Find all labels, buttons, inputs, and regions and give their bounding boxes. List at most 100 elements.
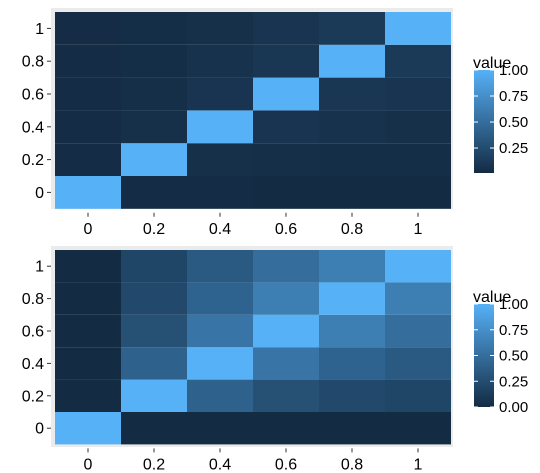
heatmap-cell xyxy=(253,412,319,445)
x-tick-label: 0.2 xyxy=(143,221,165,238)
heatmap-cell xyxy=(253,110,319,144)
heatmap-cell xyxy=(253,347,319,380)
heatmap-cell xyxy=(55,44,121,78)
heatmap-cell xyxy=(121,412,187,445)
y-tick-label: 0.4 xyxy=(22,356,44,373)
legend-title: value xyxy=(473,55,511,72)
heatmap-top: 0 0.2 0.4 0.6 0.8 1 0 0.2 0.4 0.6 0.8 1 value 0.25… xyxy=(22,8,528,238)
heatmap-cell xyxy=(253,250,319,283)
heatmap-cell xyxy=(385,110,451,144)
y-tick-label: 0.2 xyxy=(22,388,44,405)
heatmap-cell xyxy=(253,44,319,78)
x-tick-label: 1 xyxy=(414,221,423,238)
heatmap-cell xyxy=(319,412,385,445)
heatmap-cell xyxy=(55,314,121,348)
heatmap-cell xyxy=(187,110,253,144)
heatmap-bottom: 0 0.2 0.4 0.6 0.8 1 0 0.2 0.4 0.6 0.8 1 value 0.00… xyxy=(22,246,528,473)
heatmap-cell xyxy=(319,347,385,380)
legend-label: 0.25 xyxy=(499,140,528,157)
y-tick-label: 0 xyxy=(35,185,44,202)
heatmap-cell xyxy=(121,379,187,412)
heatmap-cell xyxy=(319,110,385,144)
heatmap-cell xyxy=(55,176,121,209)
heatmap-cell xyxy=(385,412,451,445)
heatmap-cell xyxy=(121,176,187,209)
heatmap-cell xyxy=(55,110,121,144)
legend-label: 0.50 xyxy=(499,348,528,365)
heatmap-cell xyxy=(385,282,451,315)
heatmap-cell xyxy=(385,347,451,380)
legend-colorbar xyxy=(474,70,494,173)
heatmap-cell xyxy=(187,143,253,176)
y-tick-label: 0.2 xyxy=(22,152,44,169)
heatmap-cell xyxy=(385,250,451,283)
heatmap-cells xyxy=(55,12,451,209)
x-tick-label: 0 xyxy=(84,456,93,473)
heatmap-cell xyxy=(253,282,319,315)
heatmap-cell xyxy=(385,379,451,412)
heatmap-cell xyxy=(253,314,319,348)
legend-label: 0.75 xyxy=(499,88,528,105)
x-tick-label: 0.6 xyxy=(275,221,297,238)
y-tick-label: 0.6 xyxy=(22,87,44,104)
y-tick-label: 0.6 xyxy=(22,324,44,341)
x-tick-label: 0.2 xyxy=(143,456,165,473)
heatmap-cell xyxy=(385,12,451,45)
heatmap-cell xyxy=(319,44,385,78)
heatmap-cell xyxy=(187,12,253,45)
heatmap-cell xyxy=(385,44,451,78)
heatmap-cell xyxy=(121,110,187,144)
heatmap-cell xyxy=(121,314,187,348)
x-tick-label: 1 xyxy=(414,456,423,473)
heatmap-cell xyxy=(187,314,253,348)
x-tick-label: 0.8 xyxy=(341,221,363,238)
legend-label: 0.50 xyxy=(499,114,528,131)
x-tick-label: 0.4 xyxy=(209,456,231,473)
heatmap-cell xyxy=(319,176,385,209)
heatmap-cell xyxy=(253,143,319,176)
heatmap-cell xyxy=(385,176,451,209)
heatmap-cell xyxy=(187,282,253,315)
x-axis: 0 0.2 0.4 0.6 0.8 1 xyxy=(84,212,423,238)
legend-colorbar xyxy=(474,304,494,407)
heatmap-cell xyxy=(319,143,385,176)
heatmap-cell xyxy=(121,250,187,283)
legend-label: 0.25 xyxy=(499,373,528,390)
heatmap-cell xyxy=(253,176,319,209)
x-tick-label: 0 xyxy=(84,221,93,238)
heatmap-cells xyxy=(55,250,451,445)
heatmap-cell xyxy=(55,347,121,380)
y-tick-label: 1 xyxy=(35,21,44,38)
y-tick-label: 0.8 xyxy=(22,54,44,71)
heatmap-cell xyxy=(187,412,253,445)
heatmap-cell xyxy=(121,44,187,78)
heatmap-cell xyxy=(253,12,319,45)
y-tick-label: 0.8 xyxy=(22,291,44,308)
legend: value 0.00 0.25 0.50 0.75 1.00 xyxy=(473,289,528,416)
heatmap-cell xyxy=(55,77,121,111)
heatmap-cell xyxy=(55,143,121,176)
x-axis: 0 0.2 0.4 0.6 0.8 1 xyxy=(84,448,423,473)
x-tick-label: 0.4 xyxy=(209,221,231,238)
heatmap-cell xyxy=(121,282,187,315)
heatmap-cell xyxy=(187,44,253,78)
heatmap-cell xyxy=(55,250,121,283)
legend-title: value xyxy=(473,289,511,306)
heatmap-cell xyxy=(319,379,385,412)
heatmap-cell xyxy=(319,314,385,348)
y-tick-label: 0 xyxy=(35,421,44,438)
heatmap-cell xyxy=(55,12,121,45)
heatmap-cell xyxy=(253,77,319,111)
legend-label: 0.00 xyxy=(499,399,528,416)
heatmap-cell xyxy=(121,143,187,176)
heatmap-cell xyxy=(121,12,187,45)
heatmap-cell xyxy=(187,176,253,209)
heatmap-cell xyxy=(187,379,253,412)
y-axis: 0 0.2 0.4 0.6 0.8 1 xyxy=(22,259,51,438)
x-tick-label: 0.6 xyxy=(275,456,297,473)
heatmap-cell xyxy=(121,347,187,380)
heatmap-cell xyxy=(253,379,319,412)
y-tick-label: 1 xyxy=(35,259,44,276)
heatmap-cell xyxy=(385,77,451,111)
